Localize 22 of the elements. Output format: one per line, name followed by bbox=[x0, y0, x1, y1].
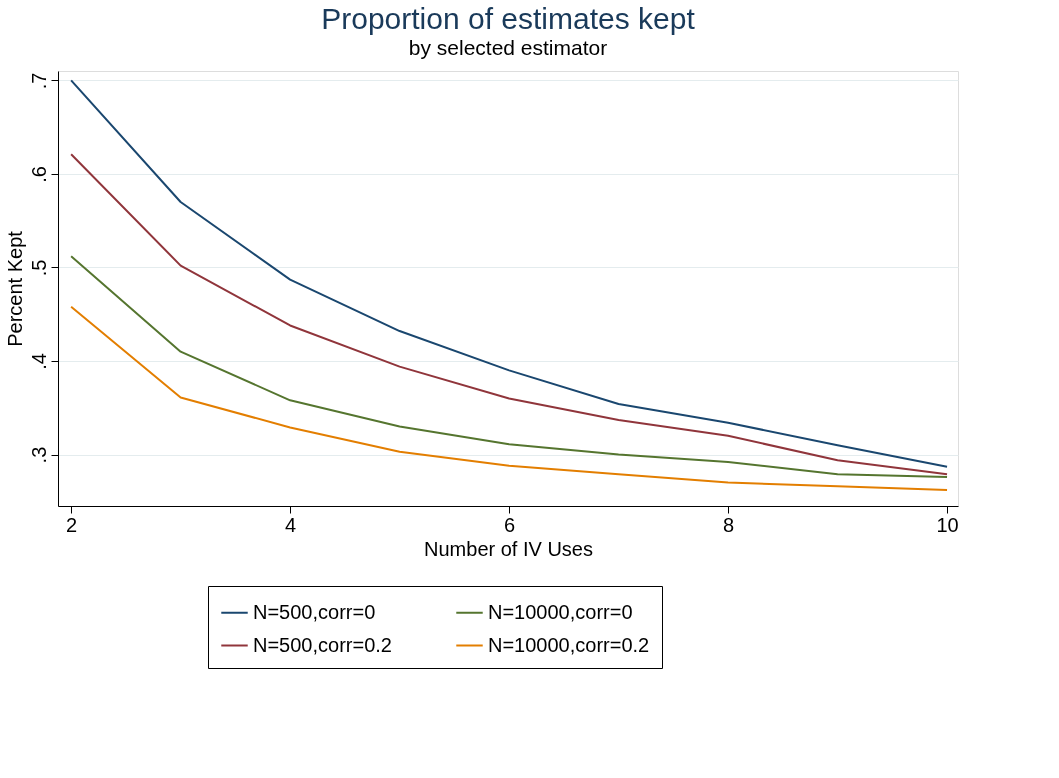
legend-label: N=500,corr=0 bbox=[253, 600, 376, 623]
y-tick-label: .4 bbox=[27, 353, 50, 370]
x-tick-label: 6 bbox=[504, 513, 516, 536]
x-tick-label: 2 bbox=[66, 513, 78, 536]
legend-label: N=10000,corr=0.2 bbox=[488, 633, 650, 656]
line-series bbox=[70, 305, 949, 492]
y-axis-title: Percent Kept bbox=[3, 230, 26, 347]
x-tick-label: 10 bbox=[936, 513, 959, 536]
y-tick-label: .3 bbox=[27, 446, 50, 464]
y-tick-label: .5 bbox=[27, 259, 50, 277]
legend-label: N=10000,corr=0 bbox=[488, 600, 633, 623]
line-series bbox=[70, 255, 949, 478]
x-axis-title: Number of IV Uses bbox=[424, 537, 593, 560]
legend-label: N=500,corr=0.2 bbox=[253, 633, 392, 656]
y-tick-label: .7 bbox=[27, 72, 50, 90]
x-tick-label: 4 bbox=[285, 513, 297, 536]
y-tick-label: .6 bbox=[27, 166, 50, 183]
x-tick-label: 8 bbox=[723, 513, 735, 536]
line-series bbox=[70, 79, 949, 468]
chart-subtitle: by selected estimator bbox=[408, 36, 608, 59]
chart-title: Proportion of estimates kept bbox=[321, 2, 696, 35]
line-series bbox=[70, 153, 949, 476]
